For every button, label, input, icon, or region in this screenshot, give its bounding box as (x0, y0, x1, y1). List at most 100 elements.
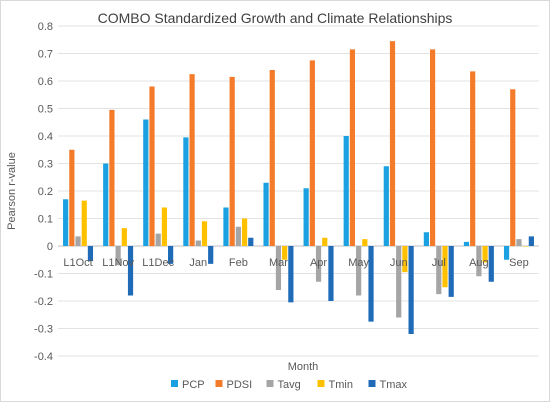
legend-item-tavg: Tavg (266, 379, 301, 391)
bar-tmin-jun (402, 246, 408, 273)
bar-pcp-l1dec (143, 119, 149, 246)
bar-tavg-may (356, 246, 362, 296)
bar-pcp-aug (463, 241, 470, 246)
bar-pdsi-feb (229, 76, 235, 246)
bar-pdsi-may (349, 49, 356, 246)
y-tick-label: 0.5 (38, 104, 53, 116)
x-tick-label: Jan (189, 257, 207, 269)
bar-pcp-jan (183, 137, 189, 246)
bar-tavg-feb (235, 226, 241, 246)
legend-swatch (215, 380, 223, 387)
bar-tavg-jul (436, 246, 442, 295)
bar-tmin-jul (442, 246, 448, 288)
x-tick-labels: L1Oct L1Nov L1Dec Jan Feb Mar Apr May Jun Jul Aug S… (63, 257, 528, 269)
bar-tmin-jan (201, 221, 208, 246)
bar-tavg-l1oct (75, 236, 81, 246)
bar-tmax-mar (288, 246, 294, 303)
bar-pcp-jun (383, 166, 389, 246)
y-tick-label: 0.4 (38, 131, 53, 143)
bar-tavg-sep (516, 239, 522, 246)
gridlines (58, 25, 539, 357)
bar-tmax-l1dec (168, 246, 174, 264)
legend-item-pcp: PCP (171, 379, 205, 391)
legend-label: Tmin (329, 379, 353, 391)
x-tick-label: Apr (310, 257, 327, 269)
x-tick-label: Jul (432, 257, 446, 269)
legend-item-tmin: Tmin (317, 379, 353, 391)
legend-label: PDSI (227, 379, 253, 391)
y-axis-title: Pearson r-value (6, 152, 18, 230)
bar-pdsi-mar (269, 70, 275, 246)
legend-swatch (171, 380, 178, 387)
bar-tmin-may (362, 239, 368, 246)
y-tick-label: 0.3 (38, 159, 53, 171)
bar-pcp-jul (423, 232, 429, 246)
y-tick-labels: 0.8 0.7 0.6 0.5 0.4 0.3 0.2 0.1 0 -0.1 -0.2 -0.3 -0.… (34, 21, 53, 363)
legend-label: Tmax (380, 379, 408, 391)
bar-pcp-feb (223, 207, 229, 246)
bar-tmax-apr (328, 246, 334, 301)
bar-tmax-l1oct (87, 246, 94, 262)
bar-tmin-sep (522, 246, 528, 247)
legend-swatch (368, 380, 376, 387)
bar-tmax-jun (408, 246, 414, 334)
bar-tavg-l1dec (155, 233, 161, 246)
bar-tmax-l1nov (127, 246, 134, 296)
x-tick-label: L1Oct (63, 257, 92, 269)
bar-tmin-apr (322, 237, 328, 246)
y-tick-label: 0 (47, 241, 53, 253)
bar-pcp-may (343, 136, 349, 246)
y-tick-label: -0.4 (34, 351, 53, 363)
bar-pdsi-aug (470, 71, 476, 246)
bar-tmin-mar (282, 246, 288, 260)
y-tick-label: 0.7 (38, 49, 53, 61)
legend: PCP PDSI Tavg Tmin Tmax (171, 379, 408, 391)
bar-tavg-jun (396, 246, 402, 318)
bar-tavg-mar (275, 246, 282, 290)
x-tick-label: L1Nov (102, 257, 134, 269)
x-tick-label: May (348, 257, 369, 269)
bar-pcp-l1oct (63, 199, 69, 246)
bar-pdsi-apr (309, 60, 315, 246)
bar-tavg-l1nov (115, 246, 121, 266)
bar-pdsi-l1nov (109, 109, 115, 246)
legend-swatch (266, 380, 274, 387)
x-tick-label: Sep (509, 257, 529, 269)
bar-tmin-l1dec (161, 207, 168, 246)
bar-tmax-jan (208, 246, 214, 264)
y-tick-label: 0.1 (38, 214, 53, 226)
x-tick-label: Feb (229, 257, 248, 269)
bar-tmax-may (368, 246, 374, 322)
y-tick-label: 0.6 (38, 76, 53, 88)
bars (63, 41, 534, 334)
bar-tmin-feb (241, 218, 248, 246)
bar-pdsi-l1dec (149, 86, 155, 246)
y-tick-label: 0.2 (38, 186, 53, 198)
bar-tmax-aug (488, 246, 494, 282)
legend-item-tmax: Tmax (368, 379, 408, 391)
bar-pdsi-jun (389, 41, 396, 246)
bar-pdsi-jul (429, 49, 436, 246)
bar-tavg-aug (476, 246, 482, 277)
x-tick-label: Aug (469, 257, 489, 269)
bar-pdsi-l1oct (69, 149, 75, 246)
legend-label: Tavg (278, 379, 301, 391)
legend-swatch (317, 380, 325, 387)
bar-tmax-feb (248, 237, 254, 246)
y-tick-label: -0.2 (34, 296, 53, 308)
y-tick-label: 0.8 (38, 21, 53, 33)
legend-label: PCP (182, 379, 205, 391)
bar-tmax-sep (528, 236, 534, 246)
bar-tmax-jul (448, 246, 454, 297)
legend-item-pdsi: PDSI (215, 379, 253, 391)
x-axis-title: Month (288, 361, 319, 373)
bar-pdsi-jan (189, 74, 195, 246)
bar-tmin-aug (482, 246, 488, 263)
x-tick-label: Jun (390, 257, 408, 269)
bar-tavg-jan (195, 240, 201, 246)
bar-tmin-l1nov (121, 228, 127, 246)
bar-pcp-apr (303, 188, 309, 246)
x-tick-label: L1Dec (142, 257, 174, 269)
